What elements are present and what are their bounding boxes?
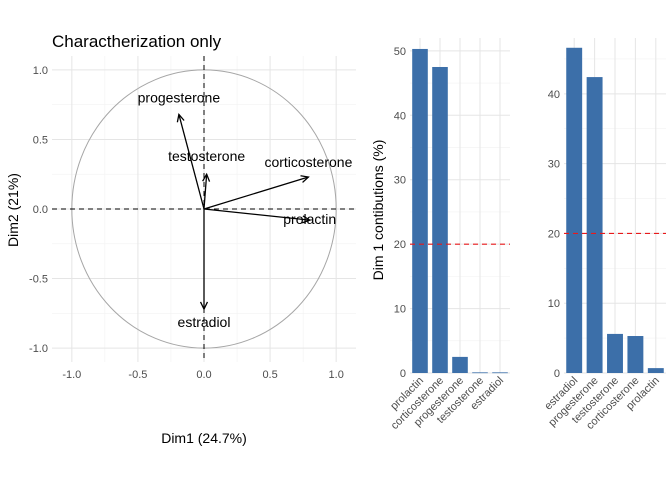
bar-estradiol xyxy=(492,372,508,374)
pca-plot-title: Charactherization only xyxy=(52,32,222,51)
vector-corticosterone xyxy=(203,176,309,210)
bar1-y-tick-label: 0 xyxy=(400,368,406,380)
bar-testosterone xyxy=(472,372,488,374)
dim2-y-tick-labels: 0 10 20 30 40 xyxy=(548,89,560,380)
label-progesterone: progesterone xyxy=(138,89,221,105)
pca-y-tick-label: 0.0 xyxy=(33,204,48,216)
label-estradiol: estradiol xyxy=(178,314,231,330)
vector-progesterone xyxy=(178,114,205,210)
pca-variables-plot: progesterone testosterone corticosterone pr… xyxy=(5,32,356,446)
pca-x-tick-label: 1.0 xyxy=(329,369,344,381)
dim1-x-tick-labels: prolactincorticosteroneprogesteronetesto… xyxy=(388,375,506,432)
vector-prolactin xyxy=(203,208,310,221)
bar-progesterone xyxy=(452,356,468,373)
bar-progesterone xyxy=(586,77,603,373)
bar1-y-tick-label: 10 xyxy=(394,304,406,316)
pca-x-tick-label: -1.0 xyxy=(62,369,81,381)
bar2-y-tick-label: 0 xyxy=(554,368,560,380)
dim2-contributions-plot: 0 10 20 30 40 estradiolprogesteronetestoster… xyxy=(542,38,666,432)
bar2-y-tick-label: 30 xyxy=(548,159,560,171)
arrowhead-prolactin xyxy=(301,215,312,224)
pca-x-axis-title: Dim1 (24.7%) xyxy=(161,430,247,446)
pca-y-tick-label: 0.5 xyxy=(33,134,48,146)
bar-estradiol xyxy=(566,47,583,373)
bar2-y-tick-label: 10 xyxy=(548,298,560,310)
dim1-bars xyxy=(412,48,508,374)
dim1-contributions-plot: 0 10 20 30 40 50 prolactincorticosteroneproge… xyxy=(370,38,510,432)
pca-y-tick-label: -1.0 xyxy=(29,343,48,355)
dim1-y-tick-labels: 0 10 20 30 40 50 xyxy=(394,46,406,380)
pca-y-tick-label: -0.5 xyxy=(29,274,48,286)
dim2-bars xyxy=(566,47,664,373)
bar-corticosterone xyxy=(627,336,644,373)
label-corticosterone: corticosterone xyxy=(264,154,352,170)
bar-testosterone xyxy=(607,333,623,373)
pca-x-tick-label: 0.5 xyxy=(262,369,277,381)
pca-y-tick-label: 1.0 xyxy=(33,65,48,77)
bar1-y-tick-label: 20 xyxy=(394,239,406,251)
pca-y-tick-labels: -1.0 -0.5 0.0 0.5 1.0 xyxy=(29,65,48,355)
pca-x-tick-label: 0.0 xyxy=(196,369,211,381)
bar-prolactin xyxy=(412,48,428,373)
vector-testosterone xyxy=(203,174,208,210)
pca-x-tick-label: -0.5 xyxy=(128,369,147,381)
arrowhead-progesterone xyxy=(176,112,185,123)
bar-corticosterone xyxy=(432,66,448,373)
bar2-y-tick-label: 20 xyxy=(548,228,560,240)
label-testosterone: testosterone xyxy=(168,148,245,164)
bar1-y-tick-label: 50 xyxy=(394,46,406,58)
variable-vectors xyxy=(176,112,312,311)
arrowhead-estradiol xyxy=(199,301,209,311)
variable-labels: progesterone testosterone corticosterone pr… xyxy=(138,89,353,330)
dim2-x-tick-labels: estradiolprogesteronetestosteronecortico… xyxy=(542,375,661,432)
bar-prolactin xyxy=(647,368,664,373)
bar1-y-tick-label: 30 xyxy=(394,175,406,187)
bar1-y-tick-label: 40 xyxy=(394,110,406,122)
pca-x-tick-labels: -1.0 -0.5 0.0 0.5 1.0 xyxy=(62,369,343,381)
label-prolactin: prolactin xyxy=(283,211,336,227)
arrowhead-corticosterone xyxy=(300,175,310,183)
bar2-y-tick-label: 40 xyxy=(548,89,560,101)
dim1-y-axis-title: Dim 1 contibutions (%) xyxy=(370,140,386,281)
arrowhead-testosterone xyxy=(202,172,211,182)
pca-y-axis-title: Dim2 (21%) xyxy=(5,173,21,247)
